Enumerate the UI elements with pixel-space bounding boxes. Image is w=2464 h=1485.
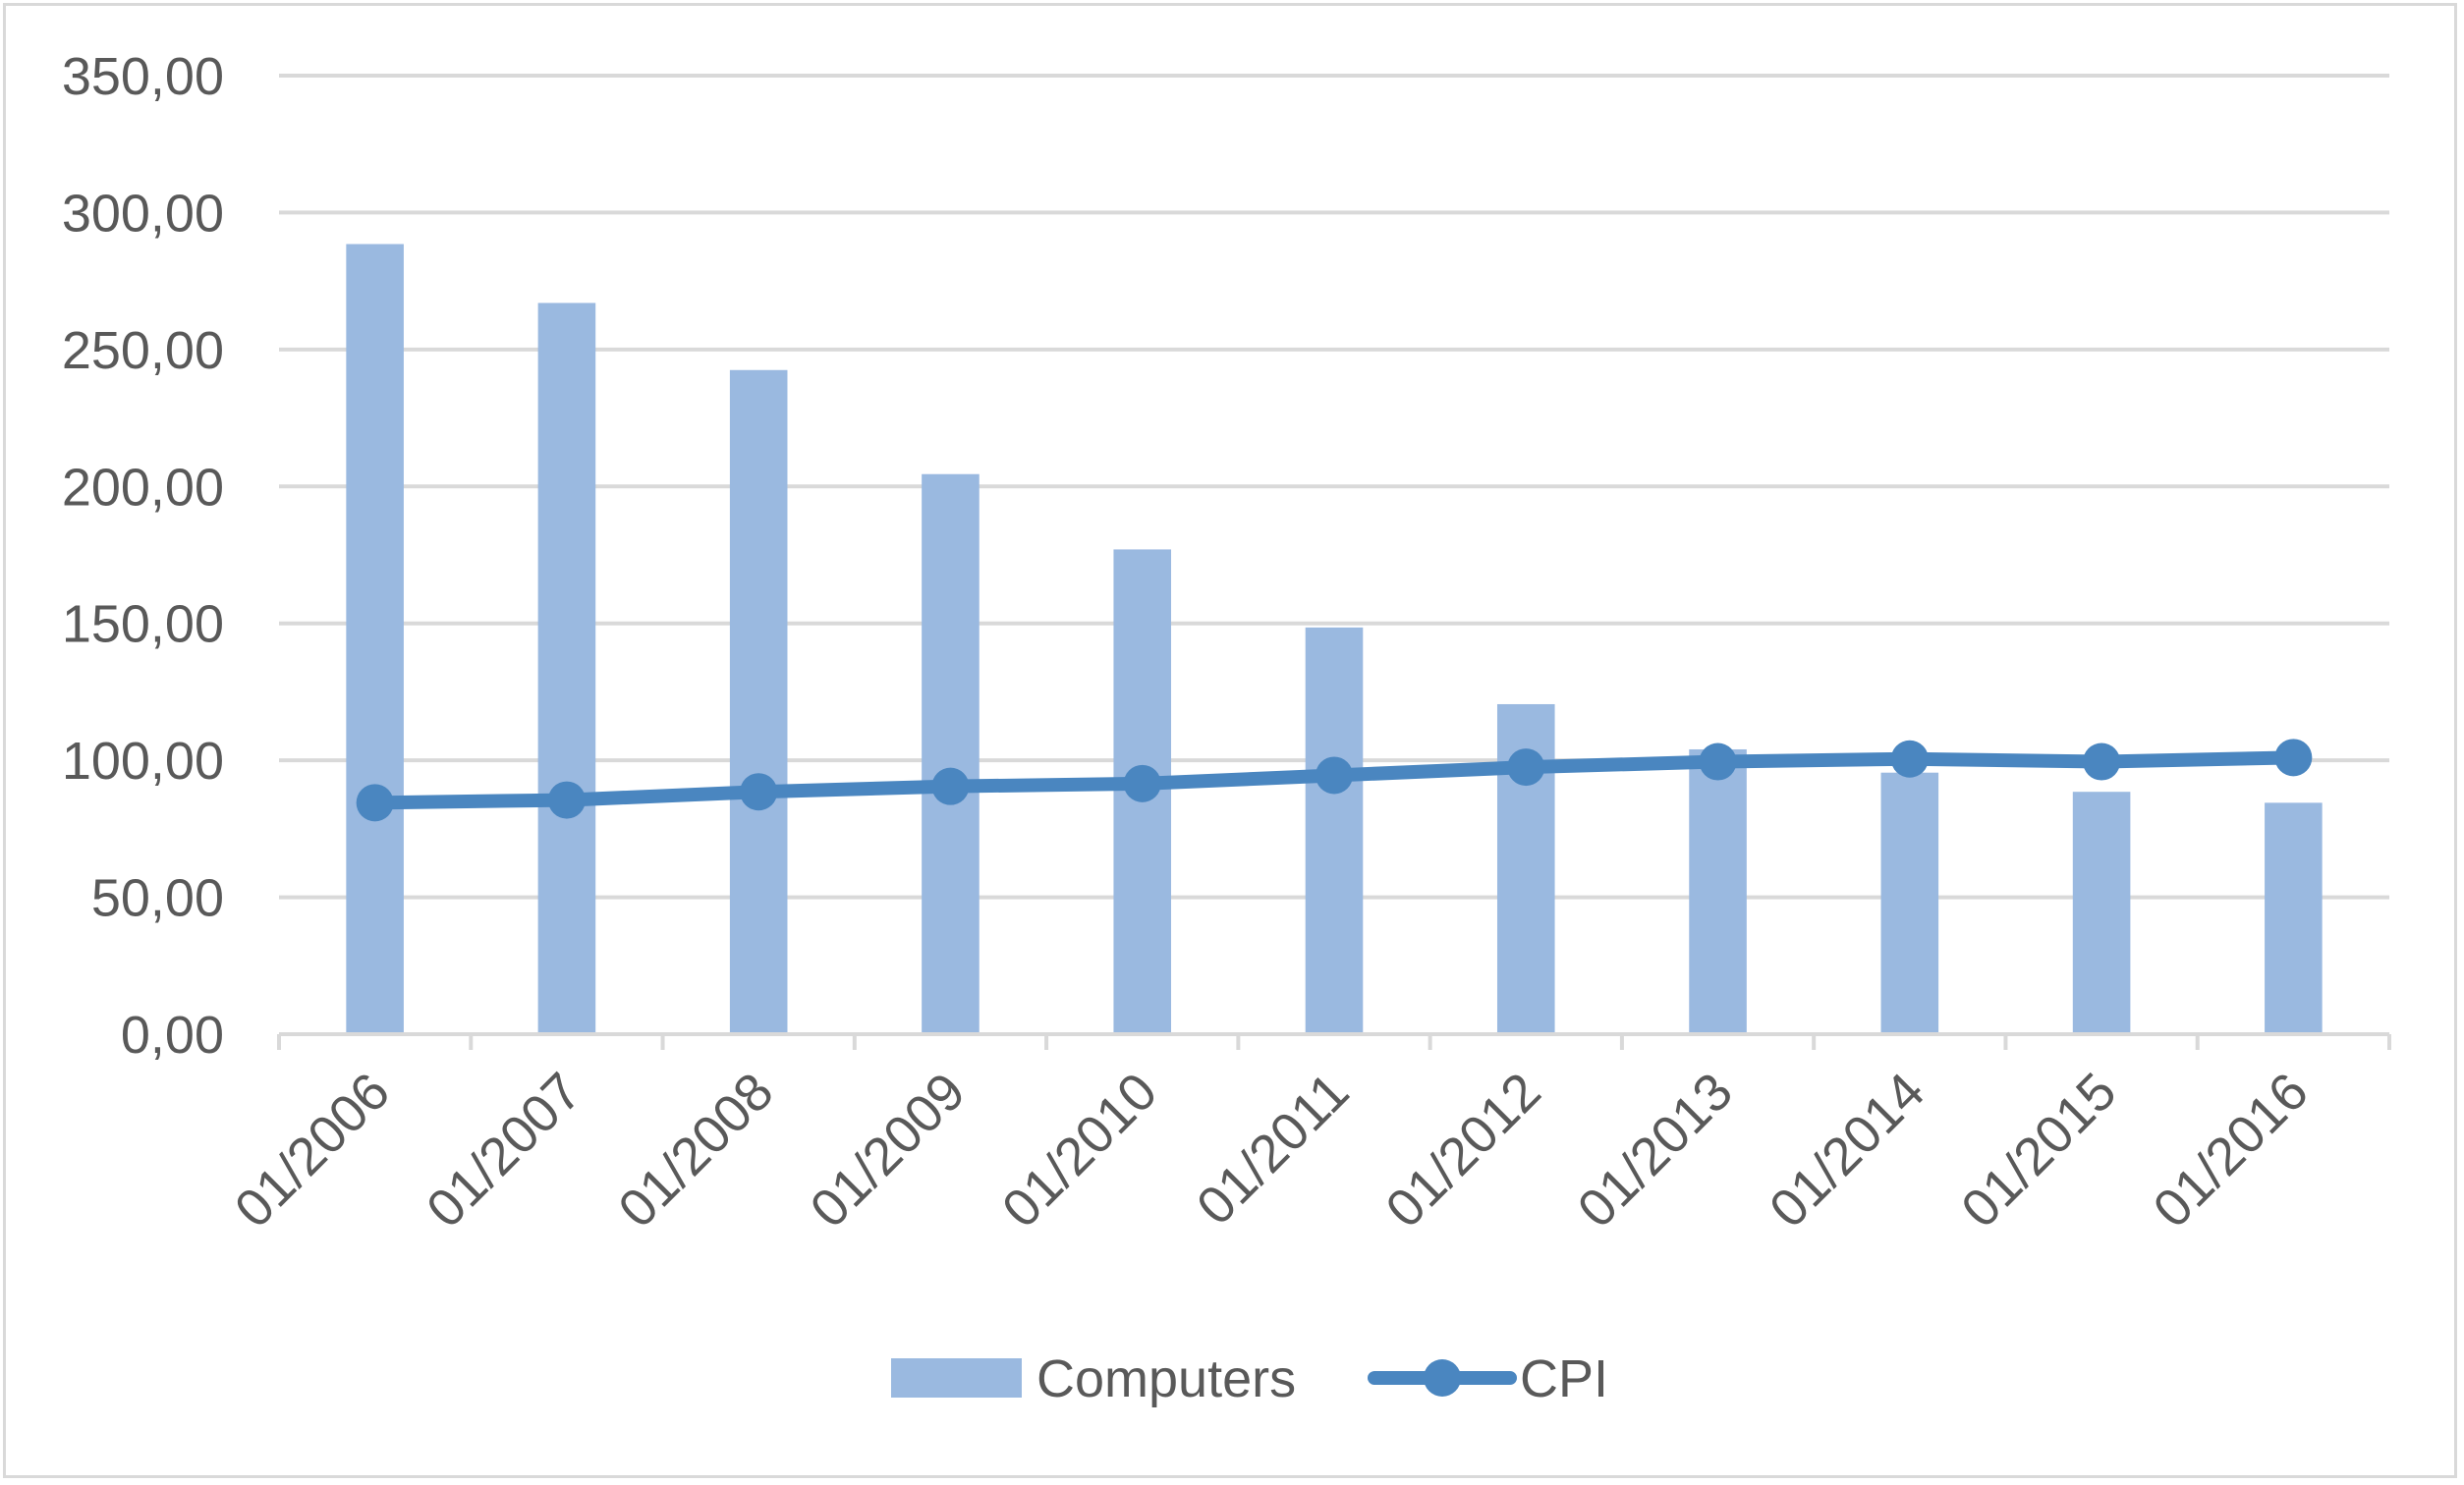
x-tick-label: 01/2015 [1950,1062,2127,1238]
cpi-marker [1316,756,1353,795]
x-tick-label: 01/2012 [1374,1062,1551,1238]
y-tick-label: 150,00 [62,595,224,654]
cpi-marker [356,784,394,822]
computers-bar [1880,772,1939,1034]
computers-bar [537,302,596,1034]
y-tick-label: 100,00 [62,732,224,791]
x-tick-label: 01/2007 [416,1062,592,1238]
x-tick-label: 01/2013 [1567,1062,1744,1238]
cpi-marker [1890,740,1929,778]
computers-bar [346,244,404,1035]
computers-bar [729,369,788,1034]
legend-cpi-label: CPI [1520,1349,1608,1408]
x-tick-label: 01/2014 [1759,1062,1935,1238]
x-tick-label: 01/2006 [224,1062,401,1238]
y-tick-label: 250,00 [62,321,224,380]
legend-cpi-marker [1424,1359,1461,1397]
x-axis [277,1032,2391,1050]
legend: Computers CPI [891,1349,1608,1408]
computers-bar [922,473,980,1034]
computers-bars [346,244,2323,1035]
x-tick-label: 01/2011 [1186,1062,1361,1237]
cpi-marker [931,767,970,805]
y-tick-label: 200,00 [62,458,224,517]
cpi-marker [547,781,586,819]
cpi-marker [2274,739,2313,777]
legend-computers-label: Computers [1036,1349,1296,1408]
cpi-marker [1699,742,1737,781]
x-tick-label: 01/2010 [991,1062,1168,1238]
cpi-line [356,739,2313,822]
y-tick-label: 350,00 [62,47,224,106]
y-tick-label: 0,00 [121,1006,224,1065]
cpi-marker [2083,742,2121,781]
cpi-marker [740,773,778,811]
cpi-marker [1123,764,1161,802]
computers-bar [2072,792,2131,1034]
cpi-marker [1507,748,1545,787]
x-tick-label: 01/2009 [799,1062,976,1238]
chart-frame [3,3,2457,1478]
y-tick-label: 50,00 [91,869,224,928]
y-tick-label: 300,00 [62,184,224,243]
x-axis-labels: 01/2006 01/2007 01/2008 01/2009 01/2010 01/20… [224,1062,2320,1238]
x-tick-label: 01/2008 [607,1062,784,1238]
x-tick-label: 01/2016 [2142,1062,2319,1238]
computers-bar [1305,627,1364,1034]
legend-computers-swatch [891,1358,1022,1398]
computers-bar [2265,802,2323,1034]
y-axis-labels: 0,00 50,00 100,00 150,00 200,00 250,00 300,00 3… [62,47,224,1065]
computers-bar [1689,748,1747,1034]
